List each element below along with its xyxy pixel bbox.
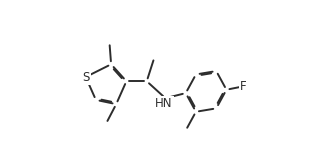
Text: HN: HN xyxy=(155,97,172,110)
Text: F: F xyxy=(240,80,247,93)
Text: S: S xyxy=(82,71,89,83)
